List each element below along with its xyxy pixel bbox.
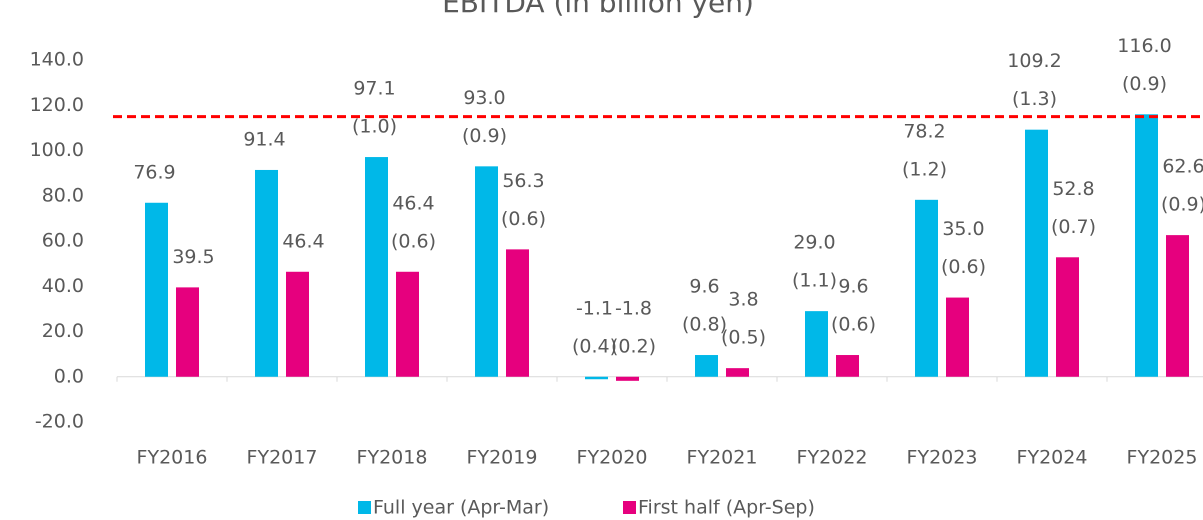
x-tick-label: FY2022 (797, 447, 868, 469)
y-tick-label: 20.0 (42, 320, 84, 342)
y-tick-label: 0.0 (54, 365, 84, 387)
bar (286, 271, 309, 377)
value-label: 76.9 (133, 161, 175, 183)
annotation: (1.2) (902, 158, 947, 180)
legend-label: Full year (Apr-Mar) (373, 497, 549, 519)
annotation: (0.9) (1161, 194, 1203, 216)
value-label: 93.0 (463, 87, 505, 109)
annotation: (0.7) (1051, 216, 1096, 238)
value-label: -1.1 (576, 297, 613, 319)
y-tick-label: 120.0 (30, 94, 84, 116)
bar (946, 297, 969, 377)
value-label: 56.3 (502, 170, 544, 192)
legend-label: First half (Apr-Sep) (638, 497, 815, 519)
legend-swatch (358, 501, 371, 514)
value-label: 97.1 (353, 78, 395, 100)
bar (1135, 114, 1158, 377)
value-label: 52.8 (1052, 178, 1094, 200)
annotation: (0.5) (721, 327, 766, 349)
x-tick-label: FY2023 (907, 447, 978, 469)
value-label: 109.2 (1007, 50, 1061, 72)
bar (396, 271, 419, 377)
annotation: (0.6) (941, 256, 986, 278)
y-tick-label: -20.0 (35, 411, 84, 433)
annotation: (1.1) (792, 270, 837, 292)
annotation: (1.3) (1012, 88, 1057, 110)
bar (805, 311, 828, 377)
annotation: (0.6) (391, 230, 436, 252)
bar (616, 376, 639, 381)
bar (365, 157, 388, 377)
bar (585, 376, 608, 380)
annotation: (0.9) (462, 125, 507, 147)
legend-swatch (623, 501, 636, 514)
bar (836, 355, 859, 377)
y-tick-label: 100.0 (30, 139, 84, 161)
bar (1025, 129, 1048, 377)
value-label: 9.6 (689, 276, 719, 298)
bar (145, 202, 168, 377)
value-label: 46.4 (392, 192, 434, 214)
bar (176, 287, 199, 377)
value-label: 39.5 (172, 246, 214, 268)
x-tick-label: FY2019 (467, 447, 538, 469)
value-label: 3.8 (728, 289, 758, 311)
annotation: (0.4) (572, 335, 617, 357)
x-tick-label: FY2020 (577, 447, 648, 469)
annotation: (0.8) (682, 314, 727, 336)
bar (255, 169, 278, 377)
x-tick-label: FY2016 (137, 447, 208, 469)
value-label: -1.8 (615, 297, 652, 319)
value-label: 78.2 (903, 120, 945, 142)
value-label: 46.4 (282, 230, 324, 252)
value-label: 91.4 (243, 128, 285, 150)
x-tick-label: FY2021 (687, 447, 758, 469)
bar (1166, 235, 1189, 377)
value-label: 116.0 (1117, 35, 1171, 57)
bar (475, 166, 498, 377)
value-label: 62.6 (1162, 156, 1203, 178)
annotation: (1.0) (352, 116, 397, 138)
bar (726, 368, 749, 377)
y-tick-label: 80.0 (42, 184, 84, 206)
bar (915, 199, 938, 377)
value-label: 9.6 (838, 276, 868, 298)
bar (695, 355, 718, 377)
y-tick-label: 140.0 (30, 49, 84, 71)
chart-title: EBITDA (in billion yen) (442, 0, 754, 19)
y-tick-label: 40.0 (42, 275, 84, 297)
x-tick-label: FY2018 (357, 447, 428, 469)
x-tick-label: FY2025 (1127, 447, 1198, 469)
annotation: (0.6) (501, 208, 546, 230)
value-label: 29.0 (793, 232, 835, 254)
x-tick-label: FY2017 (247, 447, 318, 469)
annotation: (0.6) (831, 314, 876, 336)
bar (1056, 257, 1079, 377)
annotation: (0.2) (611, 335, 656, 357)
x-tick-label: FY2024 (1017, 447, 1088, 469)
value-label: 35.0 (942, 218, 984, 240)
annotation: (0.9) (1122, 73, 1167, 95)
bar (506, 249, 529, 377)
y-tick-label: 60.0 (42, 230, 84, 252)
